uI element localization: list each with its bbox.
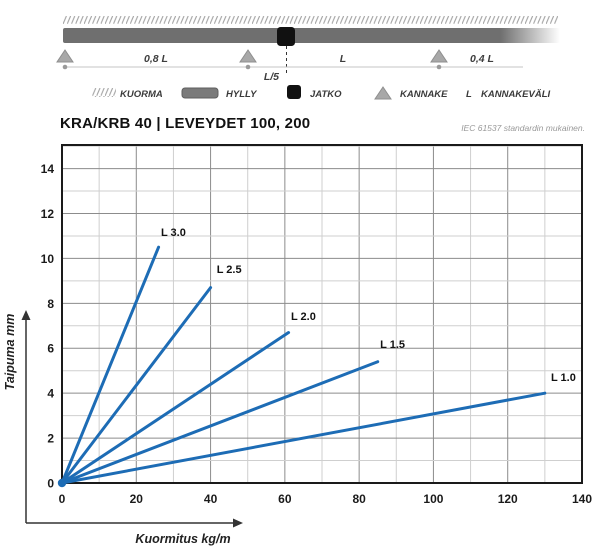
deflection-line-l-3.0	[60, 245, 161, 485]
y-axis-title: Taipuma mm	[3, 314, 17, 391]
y-tick-label: 8	[47, 297, 54, 311]
legend-label-kannake: KANNAKE	[400, 89, 448, 100]
shelf-icon	[181, 87, 219, 99]
x-axis-arrowhead	[233, 518, 243, 528]
installation-diagram: 0,8 L L 0,4 L L/5 KUORMA HYLLY JATKO KAN…	[56, 16, 560, 100]
joint-block	[277, 27, 295, 46]
y-tick-label: 12	[41, 207, 55, 221]
x-axis-title: Kuormitus kg/m	[135, 532, 230, 546]
deflection-chart: L 3.0L 2.5L 2.0L 1.5L 1.0 0 20 40 60 80 100 12…	[3, 144, 593, 546]
dimension-dot	[245, 64, 251, 70]
x-tick-label: 60	[278, 492, 292, 506]
legend-label-kannakevali: KANNAKEVÄLI	[481, 89, 551, 100]
bracket-icon	[239, 49, 257, 63]
dim-label-left-span: 0,8 L	[144, 53, 168, 65]
x-tick-label: 120	[498, 492, 518, 506]
series-label: L 3.0	[161, 227, 186, 239]
bracket-icon	[374, 86, 392, 100]
series-label: L 1.0	[551, 372, 576, 384]
standard-note: IEC 61537 standardin mukainen.	[461, 123, 585, 133]
legend-label-hylly: HYLLY	[226, 89, 258, 100]
y-tick-label: 2	[47, 432, 54, 446]
y-tick-label: 6	[47, 342, 54, 356]
joint-icon	[287, 85, 301, 99]
deflection-line-l-2.5	[60, 286, 213, 485]
length-symbol: L	[466, 89, 472, 100]
dim-label-mid-span: L	[340, 53, 346, 65]
bracket-icon	[430, 49, 448, 63]
load-hatch-icon	[92, 88, 116, 97]
series-label: L 2.5	[217, 264, 242, 276]
series-label: L 2.0	[291, 311, 316, 323]
diagram-legend: KUORMA HYLLY JATKO KANNAKE L KANNAKEVÄLI	[92, 85, 551, 100]
dim-label-joint-offset: L/5	[264, 71, 279, 83]
deflection-line-l-1.0	[60, 391, 547, 485]
load-hatch-strip	[63, 16, 558, 24]
x-tick-label: 40	[204, 492, 218, 506]
legend-label-jatko: JATKO	[310, 89, 342, 100]
x-tick-label: 20	[130, 492, 144, 506]
series-label: L 1.5	[380, 339, 405, 351]
deflection-line-l-2.0	[60, 331, 291, 485]
chart-ticks: 0 20 40 60 80 100 120 140 0 2 4 6 8 10 12 14	[41, 162, 593, 506]
page-title: KRA/KRB 40 | LEVEYDET 100, 200	[60, 115, 311, 132]
origin-dot	[57, 478, 67, 488]
y-axis-arrowhead	[21, 310, 31, 320]
x-tick-label: 80	[352, 492, 366, 506]
dimension-dot	[62, 64, 68, 70]
dimension-dot	[436, 64, 442, 70]
x-tick-label: 0	[59, 492, 66, 506]
y-tick-label: 4	[47, 387, 54, 401]
shelf-beam	[63, 28, 560, 43]
chart-series: L 3.0 L 2.5 L 2.0 L 1.5 L 1.0	[57, 227, 576, 488]
y-tick-label: 0	[47, 477, 54, 491]
x-tick-label: 100	[423, 492, 443, 506]
plot-border	[61, 144, 583, 484]
dim-label-right-span: 0,4 L	[470, 53, 494, 65]
y-tick-label: 14	[41, 162, 55, 176]
x-tick-label: 140	[572, 492, 592, 506]
bracket-icon	[56, 49, 74, 63]
y-tick-label: 10	[41, 252, 55, 266]
deflection-line-l-1.5	[60, 360, 380, 485]
legend-label-kuorma: KUORMA	[120, 89, 163, 100]
